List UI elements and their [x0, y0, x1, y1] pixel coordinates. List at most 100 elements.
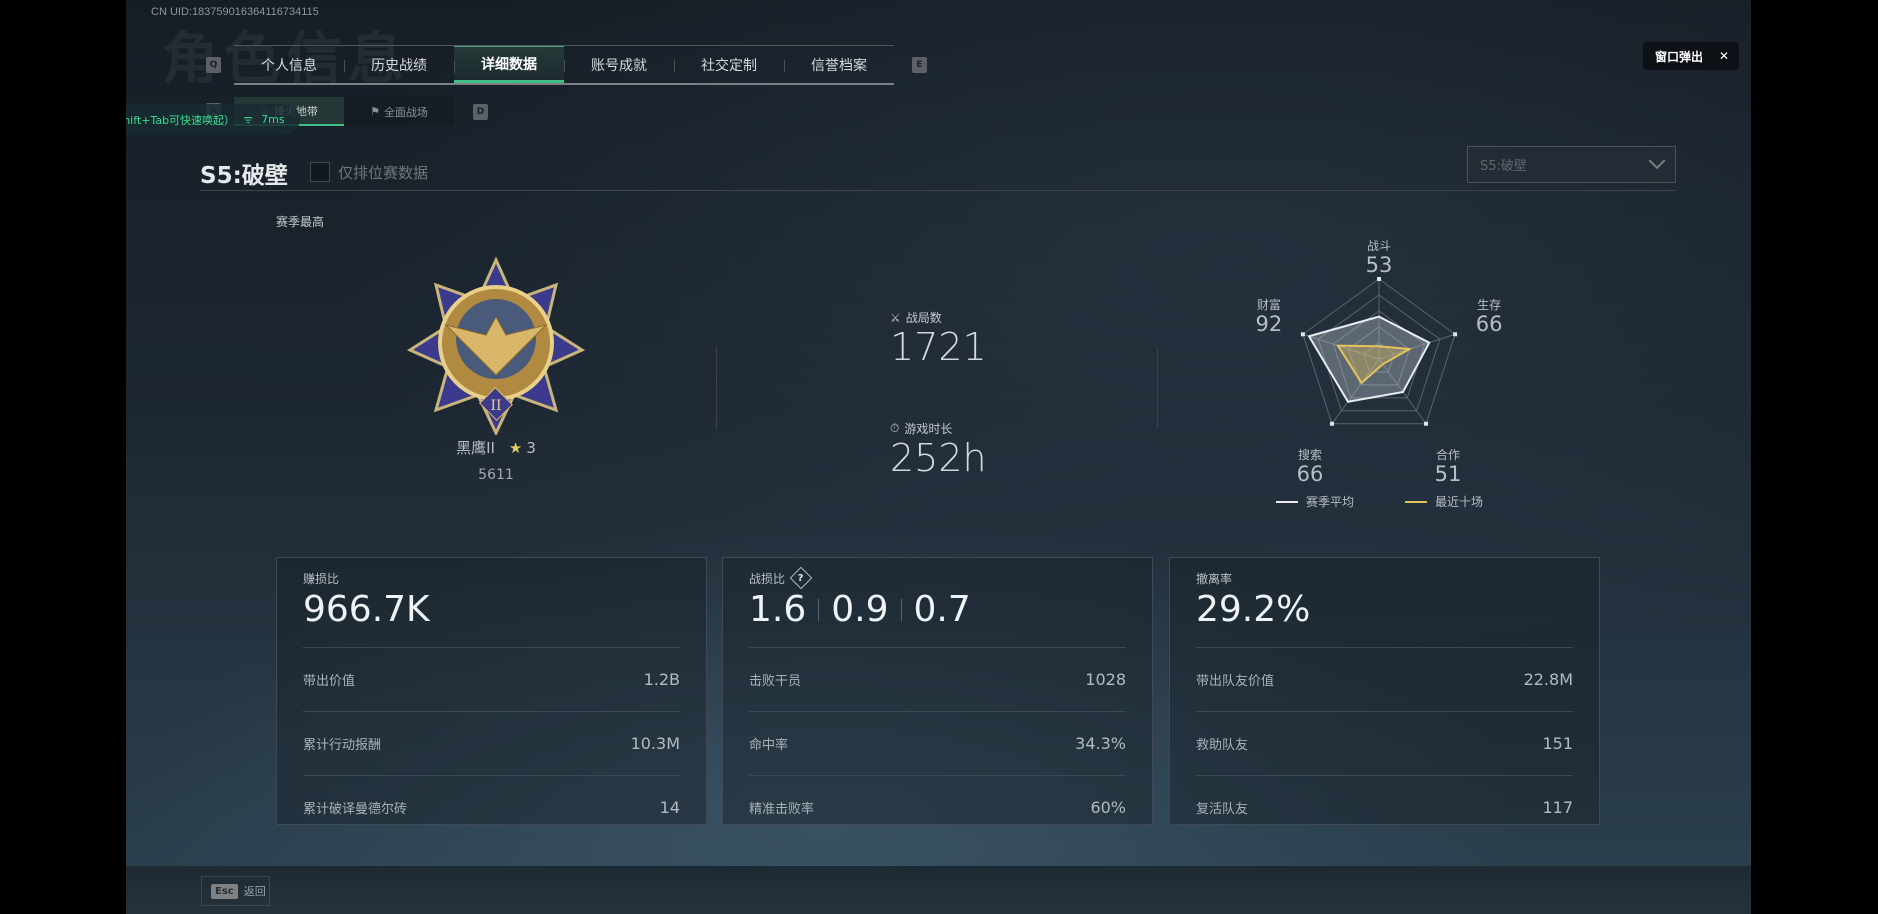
radar-axis-value: 92 — [1255, 312, 1283, 337]
ranked-only-label[interactable]: 仅排位赛数据 — [338, 164, 429, 182]
rank-name: 黑鹰II — [456, 439, 495, 457]
label-text: 战局数 — [905, 311, 942, 325]
matches-label: ⚔ 战局数 — [890, 309, 942, 326]
card-value: 1.6 — [749, 589, 807, 630]
radar-axis-label: 生存 — [1477, 298, 1502, 313]
page-watermark-title: 角色信息 — [162, 27, 410, 92]
legend-item-season-average: 赛季平均 — [1276, 493, 1354, 510]
card-label: 赚损比 — [303, 571, 340, 586]
stat-row: 累计破译曼德尔砖 14 — [303, 775, 680, 839]
stat-value: 1.2B — [643, 670, 680, 689]
radar-axis-vertex — [1424, 421, 1429, 426]
flag-icon: ⚑ — [370, 105, 380, 118]
footer-bar — [126, 866, 1751, 914]
radar-axis-vertex — [1377, 277, 1381, 281]
tab-history[interactable]: 历史战绩 — [344, 46, 454, 83]
star-icon: ★ — [508, 439, 523, 457]
popout-label[interactable]: 窗口弹出 — [1655, 49, 1704, 64]
season-dropdown[interactable]: S5:破壁 — [1467, 146, 1676, 183]
stat-row: 命中率 34.3% — [749, 711, 1126, 775]
radar-axis-vertex — [1300, 332, 1305, 337]
card-profit-ratio: 赚损比 966.7K 带出价值 1.2B 累计行动报酬 10.3M 累计破译曼德尔砖… — [276, 557, 707, 825]
tab-achievements[interactable]: 账号成就 — [564, 46, 674, 83]
toast-text: 菜单栏在这里（Shift+Tab可快速唤起） — [126, 113, 236, 127]
crossed-swords-icon: ⚔ — [890, 310, 901, 325]
stat-label: 带出队友价值 — [1196, 674, 1275, 689]
close-icon[interactable]: ✕ — [1718, 49, 1729, 63]
stat-row: 带出价值 1.2B — [303, 647, 680, 711]
stat-value: 60% — [1090, 798, 1126, 817]
card-kd-ratio: 战损比? 1.6 0.9 0.7 击败干员 1028 命中率 34.3% 精准击败率 60… — [722, 557, 1153, 825]
card-value: 966.7K — [303, 589, 430, 630]
legend-item-recent-ten: 最近十场 — [1405, 493, 1483, 510]
card-label: 战损比 — [749, 571, 786, 586]
menu-hint-toast: ← 菜单栏在这里（Shift+Tab可快速唤起） ᯤ 7ms — [126, 104, 300, 135]
stat-label: 累计破译曼德尔砖 — [303, 802, 408, 817]
matches-value: 1721 — [890, 325, 987, 369]
tab-personal-info[interactable]: 个人信息 — [261, 57, 317, 74]
stat-label: 精准击败率 — [749, 802, 815, 817]
card-value: 0.9 — [831, 589, 889, 630]
stat-value: 10.3M — [630, 734, 680, 753]
ranked-only-checkbox[interactable] — [310, 162, 330, 182]
radar-axis-label: 财富 — [1256, 298, 1281, 313]
subtab-warfare[interactable]: ⚑ 全面战场 — [344, 97, 454, 126]
game-screen: 角色信息 CN UID:183759016364116734115 Q 个人信息… — [126, 0, 1751, 914]
radar-axis-line — [1331, 358, 1380, 425]
radar-axis-vertex — [1329, 421, 1334, 426]
stopwatch-icon: ⏱ — [890, 421, 900, 435]
card-value: 29.2% — [1196, 589, 1311, 630]
stat-label: 击败干员 — [749, 674, 802, 689]
stat-row: 累计行动报酬 10.3M — [303, 711, 680, 775]
radar-axis-value: 66 — [1475, 312, 1503, 337]
tab-social[interactable]: 社交定制 — [674, 46, 784, 83]
radar-grid-ring — [1302, 278, 1456, 425]
stat-value: 151 — [1542, 734, 1573, 753]
rank-medal-icon: II — [406, 256, 586, 435]
divider — [1157, 347, 1158, 429]
main-tabs: 个人信息 历史战绩 详细数据 账号成就 社交定制 信誉档案 — [234, 45, 894, 85]
rank-score: 5611 — [478, 467, 514, 483]
back-button[interactable]: Esc 返回 — [201, 876, 270, 906]
playtime-value: 252h — [890, 436, 987, 480]
label-text: 游戏时长 — [904, 422, 953, 436]
radar-axis-value: 53 — [1365, 253, 1393, 277]
season-title: S5:破壁 — [200, 163, 288, 189]
stat-value: 22.8M — [1523, 670, 1573, 689]
legend-label: 最近十场 — [1435, 495, 1484, 509]
playtime-label: ⏱ 游戏时长 — [890, 420, 952, 437]
next-tab-key[interactable]: E — [912, 57, 927, 73]
window-popout-toast: 窗口弹出 ✕ — [1643, 42, 1739, 70]
tab-reputation[interactable]: 信誉档案 — [784, 46, 894, 83]
stat-row: 带出队友价值 22.8M — [1196, 647, 1573, 711]
esc-key: Esc — [211, 883, 238, 899]
stat-label: 命中率 — [749, 738, 789, 753]
tab-detailed-data[interactable]: 详细数据 — [454, 46, 564, 83]
legend-swatch — [1405, 500, 1427, 503]
subtab-label: 全面战场 — [383, 105, 428, 119]
next-subtab-key[interactable]: D — [473, 104, 488, 120]
prev-tab-key[interactable]: Q — [206, 57, 221, 73]
stat-row: 精准击败率 60% — [749, 775, 1126, 839]
radar-axis-label: 搜索 — [1297, 447, 1322, 462]
radar-grid-ring — [1332, 310, 1426, 399]
back-label: 返回 — [243, 885, 266, 898]
legend-swatch — [1276, 500, 1298, 503]
season-best-label: 赛季最高 — [276, 215, 325, 229]
divider — [716, 347, 717, 429]
stat-value: 34.3% — [1075, 734, 1126, 753]
rank-line: 黑鹰II ★ 3 — [406, 437, 586, 458]
stat-row: 复活队友 117 — [1196, 775, 1573, 839]
legend-label: 赛季平均 — [1306, 495, 1355, 509]
radar-axis-label: 战斗 — [1366, 239, 1391, 253]
user-uid: CN UID:183759016364116734115 — [151, 6, 319, 18]
wifi-icon: ᯤ — [243, 113, 254, 126]
separator — [900, 598, 902, 621]
card-label: 撤离率 — [1196, 571, 1233, 586]
card-value: 0.7 — [913, 589, 971, 630]
stat-label: 复活队友 — [1196, 802, 1249, 817]
svg-text:II: II — [490, 398, 501, 414]
radar-axis-vertex — [1453, 332, 1458, 337]
radar-series-season-average — [1307, 315, 1431, 403]
help-glyph: ? — [798, 572, 804, 584]
